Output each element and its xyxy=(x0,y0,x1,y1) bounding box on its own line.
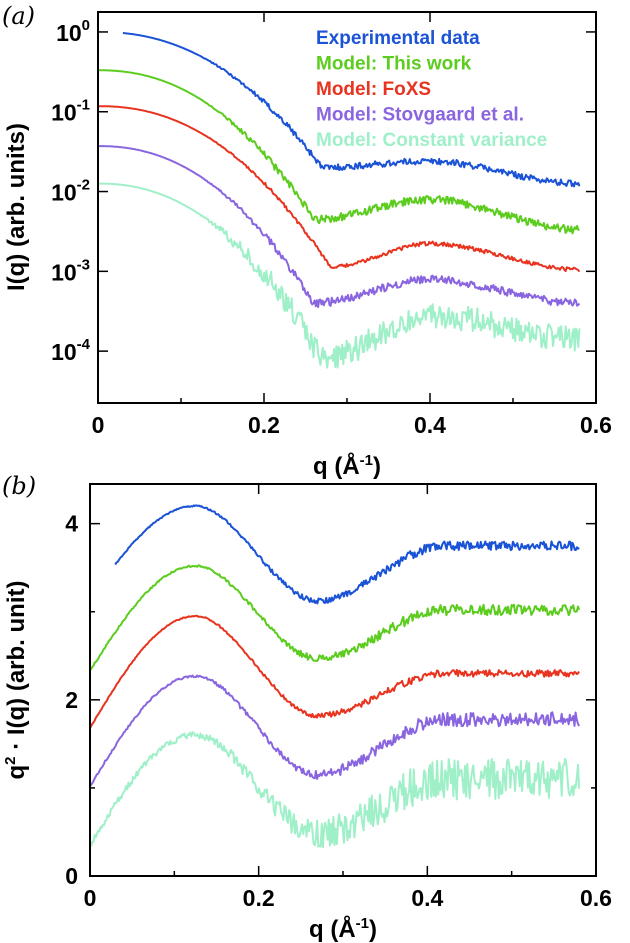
panel-b-series xyxy=(89,504,581,849)
panel-a-xlabel: q (Å-1) xyxy=(313,452,381,480)
panel-a-series-line-4 xyxy=(98,182,581,369)
panel-b-ytick-label: 2 xyxy=(65,687,78,713)
panel-a-ytick-label: 10-3 xyxy=(51,256,90,285)
panel-b-xlabel: q (Å-1) xyxy=(309,915,377,943)
panel-b: (b) 0 0.2 0.4 0.6 0 2 4 q (Å-1) q2 · I(q) (arb… xyxy=(2,472,612,943)
panel-a-series-line-1 xyxy=(98,69,580,235)
panel-a-ytick-label: 10-1 xyxy=(51,97,90,126)
legend-entry-experimental: Experimental data xyxy=(316,28,480,49)
legend-entry-this-work: Model: This work xyxy=(316,54,472,75)
panel-b-series-line-1 xyxy=(89,564,581,672)
legend-entry-constant-variance: Model: Constant variance xyxy=(316,130,547,151)
panel-a-series-line-2 xyxy=(98,105,581,273)
panel-a-series xyxy=(98,32,581,369)
panel-a-ticks: 0 0.2 0.4 0.6 100 10-1 10-2 10-3 10-4 xyxy=(51,12,612,438)
panel-a-legend: Experimental data Model: This work Model: … xyxy=(316,28,547,151)
panel-a-series-line-3 xyxy=(98,145,581,309)
panel-b-series-line-2 xyxy=(89,614,580,729)
panel-b-ylabel: q2 · I(q) (arb. unit) xyxy=(2,581,30,780)
panel-b-ticks: 0 0.2 0.4 0.6 0 2 4 xyxy=(65,484,612,911)
panel-a-xtick-label: 0.4 xyxy=(414,412,446,438)
panel-b-xtick-label: 0 xyxy=(84,885,97,911)
panel-b-letter: (b) xyxy=(2,472,36,500)
panel-b-series-line-0 xyxy=(114,504,580,605)
panel-b-xtick-label: 0.2 xyxy=(243,885,275,911)
panel-b-xtick-label: 0.4 xyxy=(411,885,443,911)
panel-a-xtick-label: 0.2 xyxy=(248,412,280,438)
panel-b-ytick-label: 4 xyxy=(65,511,78,537)
panel-b-xtick-label: 0.6 xyxy=(580,885,612,911)
panel-a-ytick-label: 100 xyxy=(56,17,90,46)
panel-a-xtick-label: 0.6 xyxy=(580,412,612,438)
panel-a-ytick-label: 10-2 xyxy=(51,177,90,206)
panel-b-series-line-3 xyxy=(89,674,580,787)
panel-a-letter: (a) xyxy=(2,2,35,30)
panel-b-ytick-label: 0 xyxy=(65,863,78,889)
legend-entry-foxs: Model: FoXS xyxy=(316,79,431,100)
panel-a: (a) 0 0.2 0.4 0.6 100 10-1 10-2 10-3 10-4 Experi… xyxy=(2,2,612,480)
panel-b-frame xyxy=(89,483,597,877)
panel-b-series-line-4 xyxy=(89,731,581,849)
panel-a-series-line-0 xyxy=(122,32,581,188)
panel-a-ytick-label: 10-4 xyxy=(51,336,91,365)
legend-entry-stovgaard: Model: Stovgaard et al. xyxy=(316,105,524,126)
panel-a-ylabel: I(q) (arb. units) xyxy=(3,123,30,291)
panel-a-xtick-label: 0 xyxy=(92,412,105,438)
